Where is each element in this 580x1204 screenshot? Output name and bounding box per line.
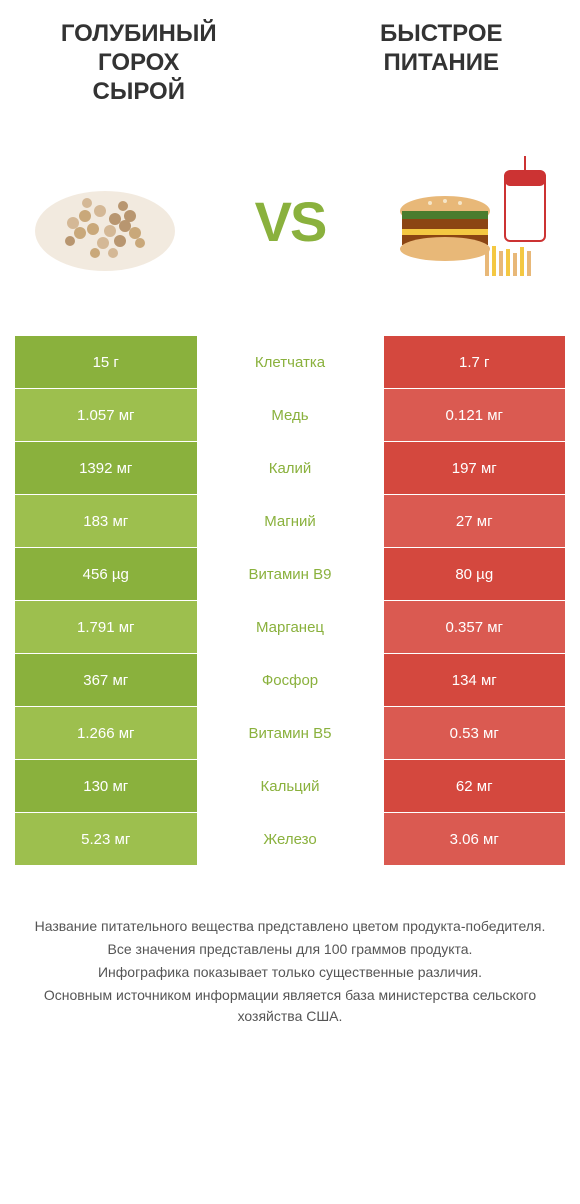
- cell-left-value: 1.057 мг: [15, 389, 197, 441]
- cell-center-label: Марганец: [197, 601, 384, 653]
- table-row: 130 мгКальций62 мг: [15, 760, 565, 813]
- footer-line-2: Все значения представлены для 100 граммо…: [25, 939, 555, 960]
- cell-center-label: Фосфор: [197, 654, 384, 706]
- table-row: 1.266 мгВитамин B50.53 мг: [15, 707, 565, 760]
- images-row: VS: [15, 136, 565, 306]
- cell-left-value: 456 µg: [15, 548, 197, 600]
- cell-center-label: Кальций: [197, 760, 384, 812]
- cell-center-label: Медь: [197, 389, 384, 441]
- header: ГОЛУБИНЫЙ ГОРОХ СЫРОЙ БЫСТРОЕ ПИТАНИЕ: [15, 20, 565, 106]
- cell-right-value: 1.7 г: [384, 336, 566, 388]
- table-row: 456 µgВитамин B980 µg: [15, 548, 565, 601]
- cell-center-label: Железо: [197, 813, 384, 865]
- cell-left-value: 367 мг: [15, 654, 197, 706]
- right-product-image: [385, 146, 565, 296]
- cell-right-value: 27 мг: [384, 495, 566, 547]
- cell-right-value: 0.121 мг: [384, 389, 566, 441]
- footer-line-1: Название питательного вещества представл…: [25, 916, 555, 937]
- table-row: 1.057 мгМедь0.121 мг: [15, 389, 565, 442]
- cell-left-value: 130 мг: [15, 760, 197, 812]
- peas-icon: [25, 161, 185, 281]
- cell-right-value: 0.357 мг: [384, 601, 566, 653]
- right-product-title: БЫСТРОЕ ПИТАНИЕ: [318, 20, 566, 106]
- left-product-image: [15, 146, 195, 296]
- vs-label: VS: [255, 189, 326, 254]
- cell-left-value: 15 г: [15, 336, 197, 388]
- comparison-table: 15 гКлетчатка1.7 г1.057 мгМедь0.121 мг13…: [15, 336, 565, 866]
- cell-left-value: 1.791 мг: [15, 601, 197, 653]
- cell-left-value: 183 мг: [15, 495, 197, 547]
- table-row: 15 гКлетчатка1.7 г: [15, 336, 565, 389]
- cell-right-value: 80 µg: [384, 548, 566, 600]
- cell-left-value: 1392 мг: [15, 442, 197, 494]
- table-row: 1.791 мгМарганец0.357 мг: [15, 601, 565, 654]
- cell-center-label: Магний: [197, 495, 384, 547]
- footer: Название питательного вещества представл…: [15, 916, 565, 1029]
- cell-right-value: 3.06 мг: [384, 813, 566, 865]
- cell-left-value: 1.266 мг: [15, 707, 197, 759]
- footer-line-3: Инфографика показывает только существенн…: [25, 962, 555, 983]
- cell-right-value: 197 мг: [384, 442, 566, 494]
- cell-right-value: 62 мг: [384, 760, 566, 812]
- table-row: 367 мгФосфор134 мг: [15, 654, 565, 707]
- cell-center-label: Калий: [197, 442, 384, 494]
- fastfood-icon: [390, 151, 560, 291]
- footer-line-4: Основным источником информации является …: [25, 985, 555, 1027]
- cell-center-label: Клетчатка: [197, 336, 384, 388]
- cell-center-label: Витамин B5: [197, 707, 384, 759]
- cell-left-value: 5.23 мг: [15, 813, 197, 865]
- table-row: 183 мгМагний27 мг: [15, 495, 565, 548]
- table-row: 1392 мгКалий197 мг: [15, 442, 565, 495]
- cell-right-value: 0.53 мг: [384, 707, 566, 759]
- table-row: 5.23 мгЖелезо3.06 мг: [15, 813, 565, 866]
- cell-center-label: Витамин B9: [197, 548, 384, 600]
- cell-right-value: 134 мг: [384, 654, 566, 706]
- left-product-title: ГОЛУБИНЫЙ ГОРОХ СЫРОЙ: [15, 20, 263, 106]
